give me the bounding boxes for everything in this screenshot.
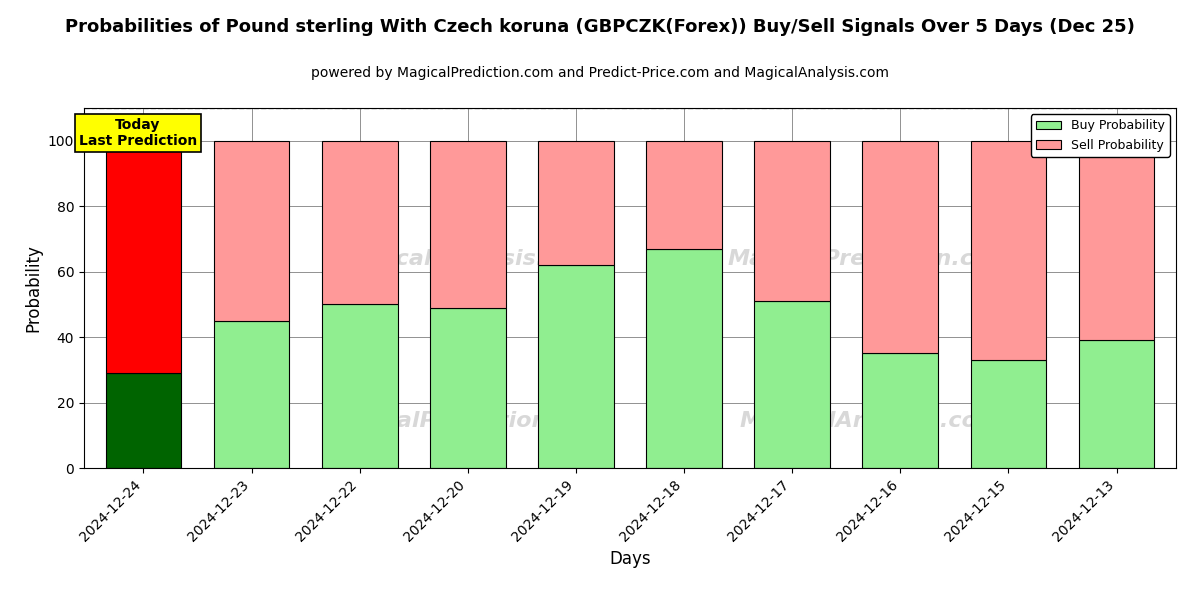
- Text: powered by MagicalPrediction.com and Predict-Price.com and MagicalAnalysis.com: powered by MagicalPrediction.com and Pre…: [311, 66, 889, 80]
- Bar: [322, 141, 397, 304]
- Bar: [106, 141, 181, 373]
- Bar: [1079, 141, 1154, 340]
- Text: Probabilities of Pound sterling With Czech koruna (GBPCZK(Forex)) Buy/Sell Signa: Probabilities of Pound sterling With Cze…: [65, 18, 1135, 36]
- Bar: [214, 321, 289, 468]
- Text: Today
Last Prediction: Today Last Prediction: [79, 118, 197, 148]
- Bar: [863, 141, 938, 353]
- Bar: [755, 301, 830, 468]
- Text: MagicalAnalysis.com: MagicalAnalysis.com: [739, 411, 1001, 431]
- Text: MagicalPrediction.com: MagicalPrediction.com: [324, 411, 608, 431]
- Bar: [322, 304, 397, 468]
- Bar: [755, 141, 830, 301]
- Bar: [430, 141, 505, 308]
- Legend: Buy Probability, Sell Probability: Buy Probability, Sell Probability: [1031, 114, 1170, 157]
- Bar: [1079, 340, 1154, 468]
- Bar: [971, 141, 1046, 360]
- Bar: [214, 141, 289, 321]
- Bar: [863, 353, 938, 468]
- Bar: [430, 308, 505, 468]
- Text: MagicalAnalysis.com: MagicalAnalysis.com: [336, 249, 596, 269]
- X-axis label: Days: Days: [610, 550, 650, 568]
- Bar: [538, 265, 613, 468]
- Bar: [647, 249, 722, 468]
- Text: MagicalPrediction.com: MagicalPrediction.com: [728, 249, 1013, 269]
- Bar: [538, 141, 613, 265]
- Y-axis label: Probability: Probability: [24, 244, 42, 332]
- Bar: [971, 360, 1046, 468]
- Bar: [106, 373, 181, 468]
- Bar: [647, 141, 722, 249]
